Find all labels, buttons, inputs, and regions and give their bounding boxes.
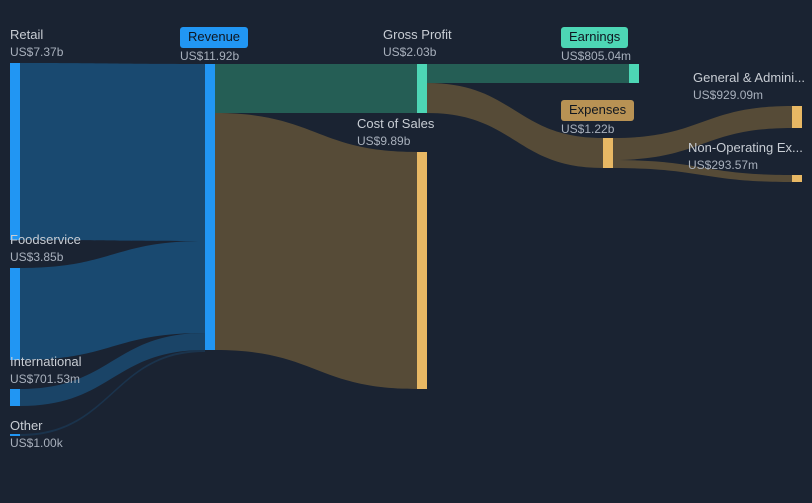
label-foodservice: Foodservice US$3.85b bbox=[10, 232, 81, 266]
label-international: International US$701.53m bbox=[10, 354, 82, 388]
label-non_operating: Non-Operating Ex... US$293.57m bbox=[688, 140, 803, 174]
label-revenue: RevenueUS$11.92b bbox=[180, 27, 248, 65]
sankey-link bbox=[215, 113, 417, 389]
title-other: Other bbox=[10, 418, 43, 433]
node-gross_profit[interactable] bbox=[417, 64, 427, 113]
label-other: Other US$1.00k bbox=[10, 418, 63, 452]
label-cost_of_sales: Cost of Sales US$9.89b bbox=[357, 116, 434, 150]
value-general_admin: US$929.09m bbox=[693, 88, 763, 102]
value-international: US$701.53m bbox=[10, 372, 80, 386]
value-earnings: US$805.04m bbox=[561, 49, 631, 63]
title-general_admin: General & Admini... bbox=[693, 70, 805, 85]
badge-earnings: Earnings bbox=[561, 27, 628, 48]
value-retail: US$7.37b bbox=[10, 45, 63, 59]
value-expenses: US$1.22b bbox=[561, 122, 614, 136]
title-international: International bbox=[10, 354, 82, 369]
label-gross_profit: Gross Profit US$2.03b bbox=[383, 27, 452, 61]
value-gross_profit: US$2.03b bbox=[383, 45, 436, 59]
value-non_operating: US$293.57m bbox=[688, 158, 758, 172]
node-international[interactable] bbox=[10, 389, 20, 406]
label-general_admin: General & Admini... US$929.09m bbox=[693, 70, 805, 104]
value-revenue: US$11.92b bbox=[180, 49, 239, 63]
label-earnings: EarningsUS$805.04m bbox=[561, 27, 631, 65]
label-expenses: ExpensesUS$1.22b bbox=[561, 100, 634, 138]
sankey-link bbox=[427, 64, 629, 83]
title-foodservice: Foodservice bbox=[10, 232, 81, 247]
label-retail: Retail US$7.37b bbox=[10, 27, 63, 61]
value-cost_of_sales: US$9.89b bbox=[357, 134, 410, 148]
title-non_operating: Non-Operating Ex... bbox=[688, 140, 803, 155]
node-expenses[interactable] bbox=[603, 138, 613, 168]
node-cost_of_sales[interactable] bbox=[417, 152, 427, 389]
title-cost_of_sales: Cost of Sales bbox=[357, 116, 434, 131]
sankey-link bbox=[215, 64, 417, 113]
sankey-chart: Retail US$7.37b Foodservice US$3.85b Interna… bbox=[0, 0, 812, 503]
title-gross_profit: Gross Profit bbox=[383, 27, 452, 42]
node-earnings[interactable] bbox=[629, 64, 639, 83]
sankey-links bbox=[0, 0, 812, 503]
node-foodservice[interactable] bbox=[10, 268, 20, 360]
badge-revenue: Revenue bbox=[180, 27, 248, 48]
title-retail: Retail bbox=[10, 27, 43, 42]
value-other: US$1.00k bbox=[10, 436, 63, 450]
node-non_operating[interactable] bbox=[792, 175, 802, 182]
badge-expenses: Expenses bbox=[561, 100, 634, 121]
node-revenue[interactable] bbox=[205, 64, 215, 350]
node-retail[interactable] bbox=[10, 63, 20, 240]
node-general_admin[interactable] bbox=[792, 106, 802, 128]
sankey-link bbox=[20, 63, 205, 241]
value-foodservice: US$3.85b bbox=[10, 250, 63, 264]
